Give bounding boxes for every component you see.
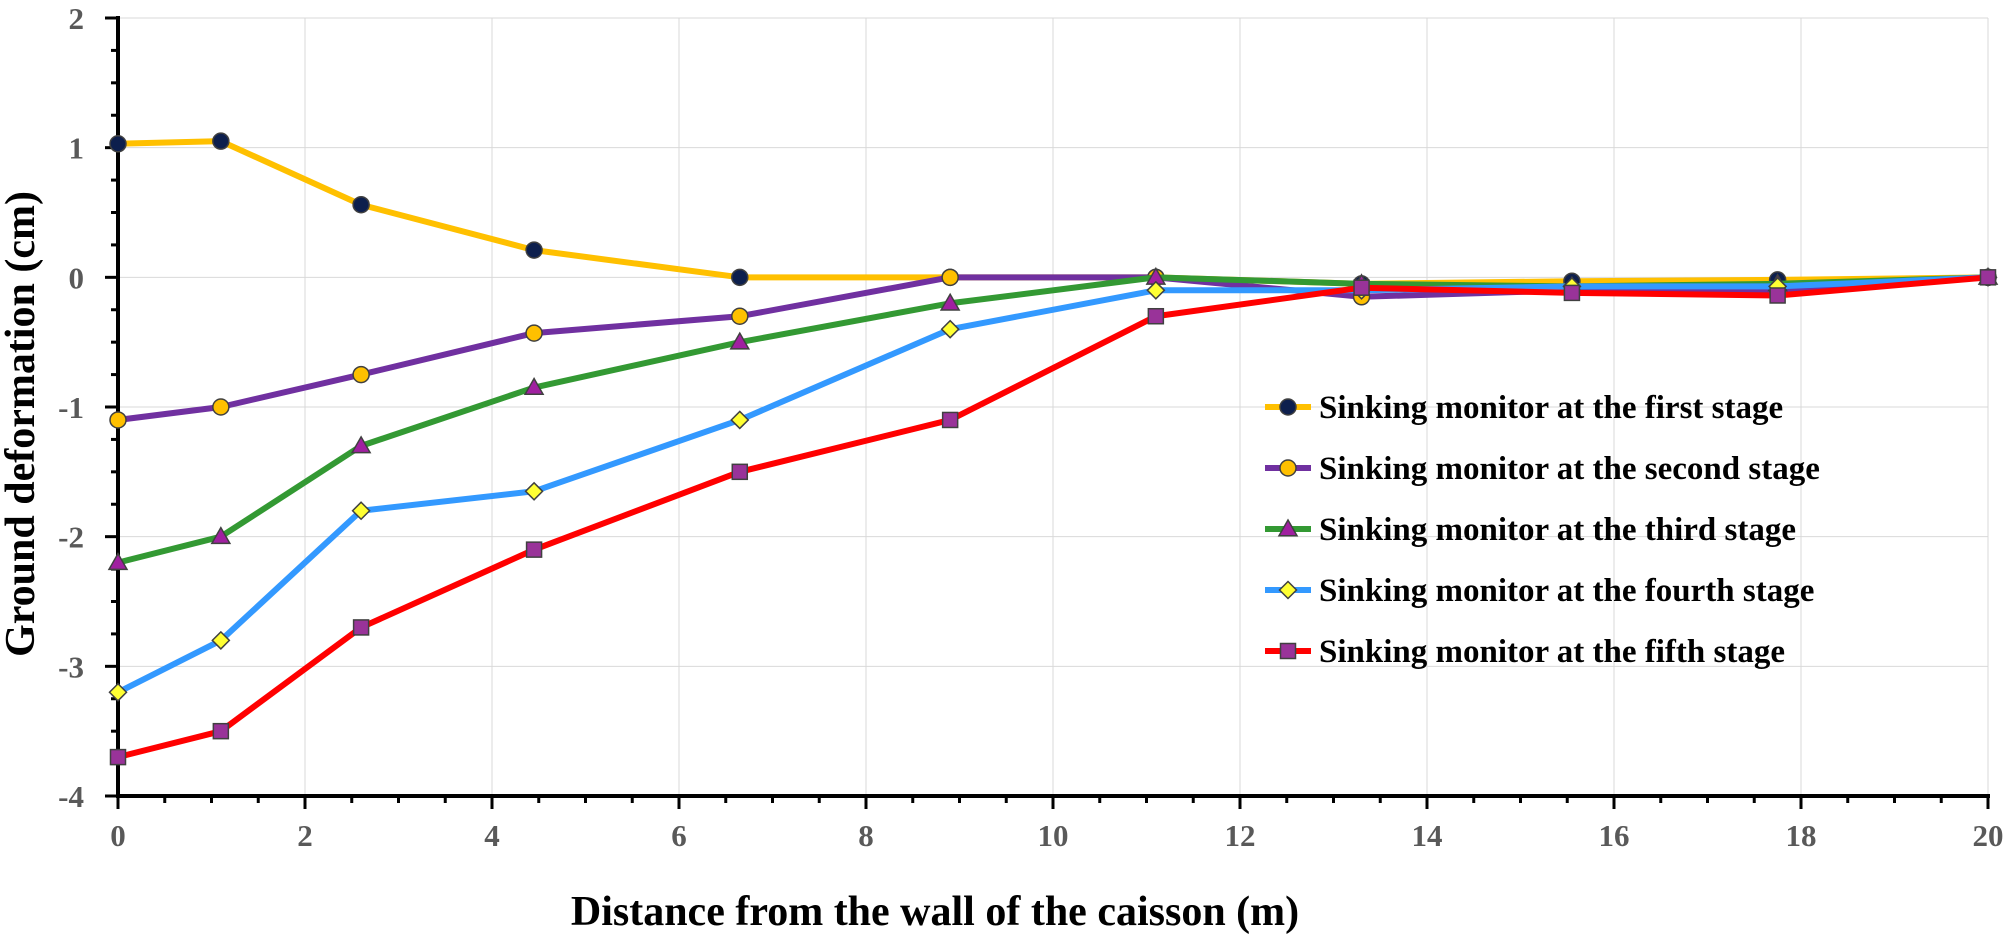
data-series bbox=[107, 132, 1999, 766]
data-point bbox=[730, 410, 750, 430]
legend-label: Sinking monitor at the fifth stage bbox=[1319, 634, 1785, 670]
x-tick-label: 2 bbox=[297, 818, 313, 853]
y-tick-label: -3 bbox=[58, 649, 84, 684]
y-tick-label: 0 bbox=[69, 260, 85, 295]
data-point bbox=[107, 552, 129, 571]
y-tick-label: 1 bbox=[69, 131, 85, 166]
data-point bbox=[108, 682, 128, 702]
data-point bbox=[212, 722, 230, 740]
x-tick-label: 14 bbox=[1412, 818, 1443, 853]
legend-marker bbox=[1277, 518, 1299, 537]
legend-item-4: Sinking monitor at the fourth stage bbox=[1265, 573, 1814, 609]
legend-item-1: Sinking monitor at the first stage bbox=[1265, 390, 1783, 426]
data-point bbox=[109, 135, 127, 153]
data-point bbox=[1563, 284, 1581, 302]
data-point bbox=[1769, 287, 1786, 304]
legend-item-2: Sinking monitor at the second stage bbox=[1265, 451, 1820, 487]
data-point bbox=[210, 526, 232, 545]
data-point bbox=[351, 501, 371, 521]
data-point bbox=[941, 411, 959, 429]
data-point bbox=[352, 195, 370, 214]
legend-marker bbox=[1279, 398, 1297, 416]
data-point bbox=[525, 324, 543, 342]
legend-label: Sinking monitor at the third stage bbox=[1319, 512, 1796, 548]
x-tick-label: 8 bbox=[858, 818, 874, 853]
x-tick-label: 20 bbox=[1973, 818, 2004, 853]
data-point bbox=[1146, 280, 1166, 300]
data-point bbox=[731, 307, 749, 325]
data-point bbox=[109, 748, 127, 766]
data-point bbox=[352, 365, 370, 384]
data-point bbox=[731, 463, 749, 481]
data-point bbox=[1147, 307, 1165, 325]
legend-item-3: Sinking monitor at the third stage bbox=[1265, 512, 1796, 548]
data-point bbox=[212, 398, 230, 416]
legend-label: Sinking monitor at the fourth stage bbox=[1319, 573, 1814, 609]
y-tick-label: -1 bbox=[58, 390, 84, 425]
x-tick-label: 6 bbox=[671, 818, 687, 853]
legend-marker bbox=[1278, 580, 1298, 600]
legend-marker bbox=[1279, 642, 1297, 660]
data-point bbox=[939, 292, 961, 311]
data-point bbox=[352, 619, 370, 636]
x-tick-label: 0 bbox=[110, 818, 126, 853]
data-point bbox=[1979, 269, 1997, 286]
data-point bbox=[941, 268, 959, 287]
data-point bbox=[525, 541, 543, 558]
y-tick-label: 2 bbox=[69, 1, 85, 36]
y-axis-title: Ground deformation (cm) bbox=[0, 191, 44, 657]
x-tick-label: 18 bbox=[1786, 818, 1817, 853]
data-point bbox=[523, 377, 545, 396]
x-tick-label: 10 bbox=[1038, 818, 1069, 853]
x-tick-label: 12 bbox=[1225, 818, 1256, 853]
data-point bbox=[731, 268, 749, 287]
x-axis-title: Distance from the wall of the caisson (m… bbox=[571, 889, 1299, 935]
data-point bbox=[940, 319, 960, 339]
series-5 bbox=[109, 269, 1997, 766]
legend-label: Sinking monitor at the second stage bbox=[1319, 451, 1820, 487]
x-tick-label: 4 bbox=[484, 818, 500, 853]
legend-label: Sinking monitor at the first stage bbox=[1319, 390, 1783, 426]
data-point bbox=[1353, 279, 1370, 296]
x-tick-label: 16 bbox=[1599, 818, 1630, 853]
y-tick-label: -4 bbox=[58, 779, 84, 814]
data-point bbox=[524, 481, 544, 501]
data-point bbox=[211, 630, 231, 650]
y-tick-label: -2 bbox=[58, 520, 84, 555]
data-point bbox=[350, 435, 372, 454]
legend: Sinking monitor at the first stage Sinkin… bbox=[1265, 390, 1820, 670]
data-point bbox=[525, 241, 543, 259]
legend-marker bbox=[1279, 459, 1297, 477]
data-point bbox=[212, 132, 230, 150]
data-point bbox=[729, 331, 751, 350]
legend-item-5: Sinking monitor at the fifth stage bbox=[1265, 634, 1785, 670]
data-point bbox=[109, 411, 127, 429]
